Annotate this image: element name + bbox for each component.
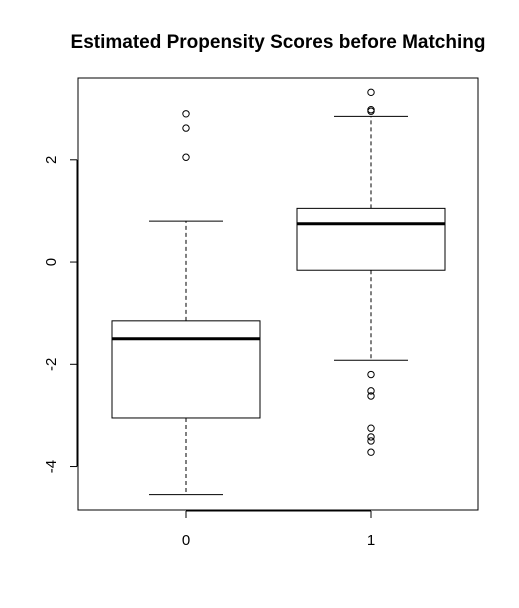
y-tick-label: -4 (43, 460, 60, 473)
outlier-point (182, 153, 190, 161)
outlier-point (367, 387, 375, 395)
outlier-point (367, 437, 375, 445)
outlier-point (367, 392, 375, 400)
outlier-point (367, 424, 375, 432)
boxes-layer (111, 88, 446, 496)
x-tick-label: 1 (367, 532, 375, 549)
outlier-point (182, 124, 190, 132)
outlier-point (182, 110, 190, 118)
plot-frame (77, 77, 479, 511)
y-tick-label: 2 (43, 156, 60, 164)
outlier-point (367, 88, 375, 97)
outlier-point (367, 433, 375, 441)
y-tick-label: -2 (43, 358, 60, 371)
box-iqr (296, 207, 446, 271)
outlier-point (367, 370, 375, 379)
box-group-1 (296, 88, 446, 456)
chart-title: Estimated Propensity Scores before Match… (71, 32, 486, 53)
outlier-point (367, 448, 375, 456)
y-axis: -4 -2 0 2 (43, 156, 78, 473)
box-iqr (111, 320, 261, 419)
box-group-0 (111, 110, 261, 496)
x-tick-label: 0 (182, 532, 190, 549)
outlier-point (367, 107, 375, 115)
y-tick-label: 0 (43, 258, 60, 266)
